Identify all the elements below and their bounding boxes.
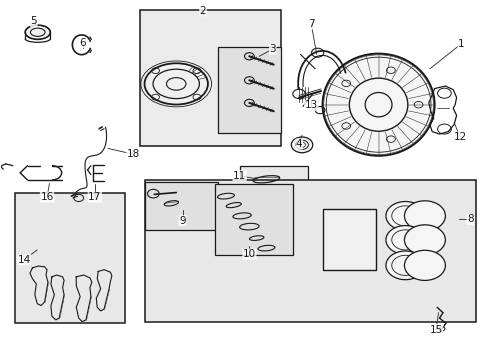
Text: 13: 13 <box>304 100 317 111</box>
Bar <box>140 10 281 146</box>
Circle shape <box>404 250 445 280</box>
Ellipse shape <box>144 63 207 104</box>
Text: 18: 18 <box>126 149 140 159</box>
Circle shape <box>404 201 445 231</box>
Text: 14: 14 <box>18 255 31 265</box>
Text: 1: 1 <box>457 39 464 49</box>
Bar <box>144 180 475 321</box>
Text: 2: 2 <box>199 6 206 16</box>
Polygon shape <box>51 275 64 320</box>
Bar <box>144 182 217 230</box>
Bar <box>217 47 281 134</box>
Circle shape <box>385 251 424 280</box>
Text: 9: 9 <box>179 216 185 225</box>
Text: 16: 16 <box>41 192 54 202</box>
Circle shape <box>385 226 424 254</box>
Text: 7: 7 <box>307 19 314 29</box>
Text: 11: 11 <box>232 171 246 181</box>
Ellipse shape <box>322 54 434 156</box>
Text: 17: 17 <box>88 192 101 202</box>
Text: 10: 10 <box>243 249 255 259</box>
Bar <box>215 184 293 255</box>
Ellipse shape <box>25 25 50 40</box>
Text: 15: 15 <box>428 325 442 334</box>
Circle shape <box>291 137 312 153</box>
Text: 8: 8 <box>466 215 472 224</box>
Circle shape <box>404 225 445 255</box>
Text: 4: 4 <box>295 139 302 149</box>
Polygon shape <box>30 266 48 306</box>
Circle shape <box>385 202 424 230</box>
Bar <box>239 166 307 193</box>
Bar <box>322 210 375 270</box>
Text: 6: 6 <box>79 38 86 48</box>
Text: 5: 5 <box>30 17 37 27</box>
Text: 3: 3 <box>269 44 276 54</box>
Bar <box>15 193 125 323</box>
Bar <box>331 211 366 264</box>
Text: 12: 12 <box>452 132 466 142</box>
Polygon shape <box>96 270 112 311</box>
Polygon shape <box>76 275 92 321</box>
